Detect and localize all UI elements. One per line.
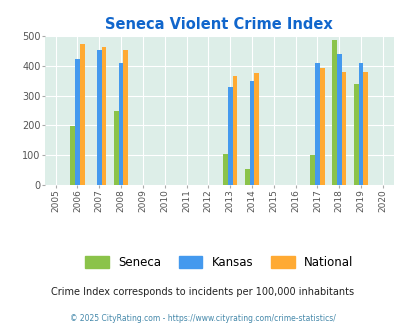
Bar bbox=[118, 63, 123, 185]
Bar bbox=[96, 50, 101, 185]
Text: Crime Index corresponds to incidents per 100,000 inhabitants: Crime Index corresponds to incidents per… bbox=[51, 287, 354, 297]
Bar bbox=[113, 111, 118, 185]
Bar bbox=[319, 68, 324, 185]
Bar bbox=[309, 155, 314, 185]
Bar bbox=[362, 72, 367, 185]
Bar bbox=[75, 59, 80, 185]
Bar bbox=[254, 73, 258, 185]
Bar bbox=[341, 72, 345, 185]
Bar bbox=[222, 154, 227, 185]
Title: Seneca Violent Crime Index: Seneca Violent Crime Index bbox=[105, 17, 332, 32]
Text: © 2025 CityRating.com - https://www.cityrating.com/crime-statistics/: © 2025 CityRating.com - https://www.city… bbox=[70, 314, 335, 323]
Bar bbox=[314, 63, 319, 185]
Bar bbox=[336, 54, 341, 185]
Bar bbox=[331, 40, 336, 185]
Bar bbox=[244, 169, 249, 185]
Bar bbox=[70, 126, 75, 185]
Bar bbox=[227, 87, 232, 185]
Bar bbox=[80, 44, 84, 185]
Bar bbox=[123, 50, 128, 185]
Bar bbox=[101, 47, 106, 185]
Bar bbox=[232, 76, 237, 185]
Bar bbox=[353, 84, 358, 185]
Legend: Seneca, Kansas, National: Seneca, Kansas, National bbox=[79, 250, 358, 275]
Bar bbox=[358, 63, 362, 185]
Bar bbox=[249, 82, 254, 185]
